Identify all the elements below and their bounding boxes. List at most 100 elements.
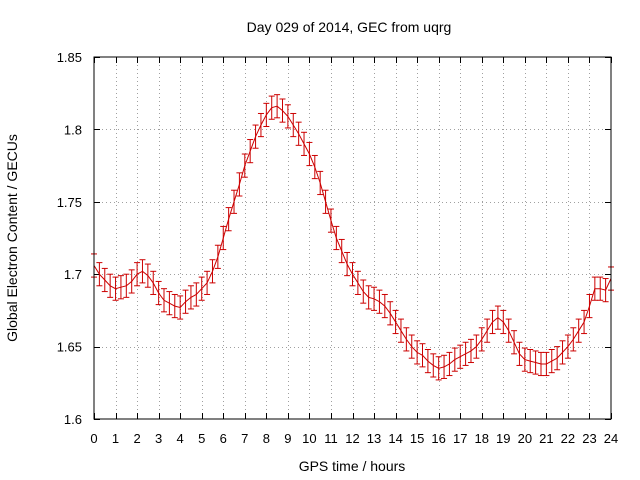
error-bar <box>96 262 103 287</box>
error-bar <box>489 309 496 335</box>
error-bar <box>301 131 308 156</box>
error-bar <box>139 259 146 284</box>
error-bar <box>279 98 286 123</box>
x-tick-label: 12 <box>345 431 359 446</box>
y-tick-label: 1.8 <box>64 122 82 137</box>
error-bar <box>381 293 388 319</box>
x-tick-label: 18 <box>475 431 489 446</box>
error-bar <box>365 285 372 310</box>
x-axis-label: GPS time / hours <box>299 458 406 474</box>
y-tick-label: 1.6 <box>64 412 82 427</box>
y-tick-label: 1.85 <box>57 50 82 65</box>
error-bar <box>166 291 173 316</box>
x-tick-label: 11 <box>324 431 338 446</box>
x-tick-label: 17 <box>453 431 467 446</box>
y-axis-label: Global Electron Content / GECUs <box>4 134 20 342</box>
chart-title: Day 029 of 2014, GEC from uqrg <box>247 19 452 35</box>
x-tick-label: 20 <box>518 431 532 446</box>
x-tick-label: 23 <box>582 431 596 446</box>
error-bar <box>257 112 264 138</box>
x-tick-label: 8 <box>263 431 270 446</box>
error-bar <box>284 104 291 129</box>
error-bar <box>581 309 588 335</box>
error-bar <box>505 318 512 343</box>
y-tick-label: 1.65 <box>57 340 82 355</box>
error-bar <box>451 347 458 372</box>
error-bar <box>548 348 555 374</box>
error-bar <box>123 273 130 298</box>
error-bar <box>225 207 232 232</box>
error-bar <box>371 286 378 311</box>
error-bar <box>317 170 324 196</box>
error-bar <box>543 351 550 377</box>
x-tick-label: 4 <box>177 431 184 446</box>
error-bar <box>570 327 577 352</box>
error-bar <box>252 124 259 149</box>
x-tick-label: 19 <box>496 431 510 446</box>
error-bar <box>306 141 313 167</box>
error-bar <box>494 305 501 330</box>
error-bar <box>376 289 383 314</box>
error-bar <box>322 189 329 214</box>
error-bar <box>414 340 421 365</box>
error-bar <box>177 295 184 320</box>
error-bar <box>419 343 426 368</box>
x-tick-label: 3 <box>155 431 162 446</box>
error-bar <box>516 341 523 366</box>
error-bar <box>457 344 464 369</box>
grid-lines <box>94 57 611 419</box>
y-tick-label: 1.75 <box>57 195 82 210</box>
error-bar <box>171 293 178 319</box>
axis-ticks: 0 1 2 3 4 5 6 7 8 9 10 11 12 13 14 15 16 17 18 19 20 21 22 23 24… <box>57 50 619 446</box>
error-bar <box>564 334 571 359</box>
x-tick-label: 7 <box>241 431 248 446</box>
error-bar <box>392 309 399 335</box>
data-series <box>91 94 614 381</box>
error-bar <box>591 276 598 301</box>
error-bar <box>193 282 200 307</box>
error-bar <box>397 318 404 343</box>
error-bar <box>263 102 270 128</box>
error-bar <box>214 244 221 269</box>
x-tick-label: 14 <box>388 431 402 446</box>
error-bar <box>231 189 238 214</box>
error-bar <box>295 121 302 146</box>
x-tick-label: 16 <box>431 431 445 446</box>
gec-line <box>93 105 612 369</box>
x-tick-label: 10 <box>302 431 316 446</box>
error-bar <box>247 139 254 164</box>
error-bar <box>274 94 281 119</box>
error-bar <box>198 276 205 301</box>
x-tick-label: 21 <box>539 431 553 446</box>
error-bar <box>290 112 297 138</box>
error-bar <box>144 263 151 288</box>
error-bar <box>532 350 539 375</box>
error-bar <box>586 293 593 319</box>
error-bar <box>209 259 216 284</box>
error-bar <box>338 238 345 264</box>
error-bar <box>408 334 415 359</box>
error-bar <box>435 356 442 381</box>
plot-frame <box>93 56 612 420</box>
error-bar <box>134 262 141 287</box>
error-bar <box>527 348 534 374</box>
x-tick-label: 22 <box>561 431 575 446</box>
error-bar <box>236 172 243 197</box>
error-bar <box>327 208 334 233</box>
x-tick-label: 13 <box>367 431 381 446</box>
error-bar <box>349 262 356 287</box>
error-bar <box>511 330 518 355</box>
x-tick-label: 9 <box>284 431 291 446</box>
error-bar <box>500 309 507 335</box>
error-bar <box>537 351 544 377</box>
error-bar <box>354 270 361 295</box>
y-tick-label: 1.7 <box>64 267 82 282</box>
error-bar <box>478 327 485 352</box>
error-bar <box>387 301 394 326</box>
error-bar <box>155 280 162 306</box>
x-tick-label: 24 <box>604 431 618 446</box>
error-bar <box>128 269 135 294</box>
error-bar <box>430 353 437 378</box>
error-bar <box>333 225 340 251</box>
